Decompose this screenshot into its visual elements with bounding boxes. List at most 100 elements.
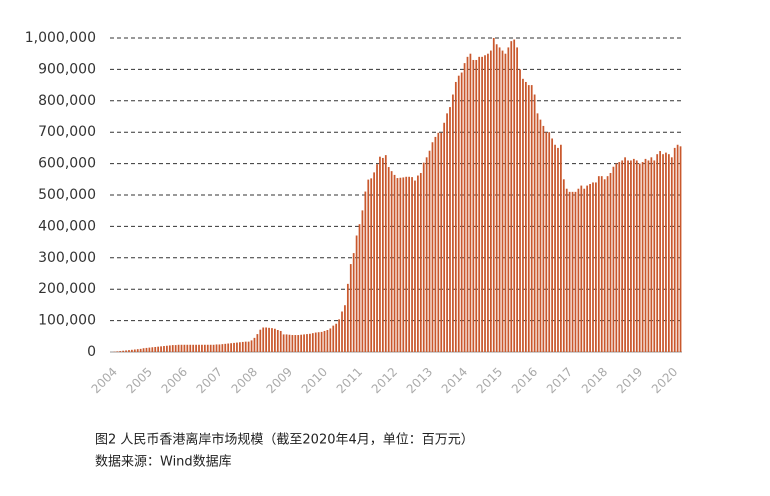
bar (189, 344, 192, 352)
bar (349, 264, 352, 352)
bar (285, 334, 288, 352)
bar (615, 163, 618, 352)
bar (288, 334, 291, 352)
x-tick-label: 2011 (334, 365, 365, 396)
bar (679, 146, 682, 352)
bar (338, 319, 340, 352)
bar (119, 351, 122, 352)
bar (329, 328, 332, 352)
bar (206, 344, 209, 352)
bar (344, 305, 346, 352)
y-tick-label: 300,000 (38, 250, 96, 266)
bar (638, 163, 641, 352)
bar (341, 311, 343, 352)
bar (268, 327, 270, 352)
bar (475, 59, 478, 352)
bar (632, 158, 635, 352)
bar (116, 351, 119, 352)
bar (195, 344, 197, 352)
bar (624, 157, 626, 352)
bar (665, 152, 667, 352)
bar (297, 335, 300, 352)
bar (463, 63, 466, 353)
bar (227, 343, 230, 352)
bar (387, 167, 390, 352)
bar (276, 330, 279, 352)
bar (656, 154, 659, 352)
bar (145, 347, 148, 352)
bar (457, 75, 460, 353)
bar (203, 344, 206, 352)
bar (644, 158, 647, 352)
bar (460, 72, 463, 352)
bar (180, 344, 183, 352)
bar (244, 341, 247, 352)
bar (212, 344, 215, 352)
bar (384, 155, 387, 352)
bar (122, 350, 125, 352)
bar (402, 177, 405, 352)
x-tick-label: 2015 (474, 365, 505, 396)
bar (320, 331, 323, 352)
bar (577, 188, 580, 352)
bar (478, 56, 481, 353)
bar (469, 53, 472, 352)
bar (381, 157, 384, 352)
bar (641, 162, 644, 352)
bar (449, 107, 451, 352)
bar (618, 162, 621, 352)
bar (673, 147, 676, 352)
bar (589, 184, 591, 352)
bar (133, 349, 136, 352)
bar (306, 334, 308, 352)
bar (533, 94, 536, 353)
bar (151, 347, 154, 352)
bar (198, 344, 200, 352)
bar (417, 175, 419, 352)
bar (294, 335, 297, 352)
bar (539, 119, 542, 352)
bar (311, 333, 314, 352)
bar (125, 350, 127, 352)
bar (662, 154, 664, 352)
bar (472, 59, 475, 352)
bar (527, 85, 530, 352)
bar (513, 39, 516, 352)
bar (495, 44, 498, 352)
x-tick-label: 2012 (369, 365, 400, 396)
bar (454, 81, 457, 353)
y-tick-label: 0 (87, 344, 96, 360)
bar (659, 151, 661, 352)
bar (253, 337, 256, 352)
bar (163, 346, 165, 352)
bar (606, 176, 609, 352)
bar (595, 182, 597, 352)
bar (501, 50, 504, 353)
bar (142, 348, 145, 352)
bar (221, 344, 224, 352)
bar (128, 350, 130, 352)
bar (323, 330, 326, 352)
bar (309, 333, 311, 352)
bar (530, 85, 533, 352)
bar (136, 349, 139, 352)
y-tick-label: 800,000 (38, 93, 96, 109)
y-tick-label: 700,000 (38, 124, 96, 140)
bar (352, 253, 355, 352)
bar (230, 343, 232, 352)
bar (630, 160, 632, 352)
bar (510, 41, 513, 352)
bar (247, 341, 250, 352)
bar (422, 162, 425, 352)
bar (376, 164, 378, 352)
bar (224, 343, 227, 352)
bar (507, 47, 510, 353)
y-tick-label: 600,000 (38, 156, 96, 172)
bar (484, 55, 486, 353)
bar (259, 329, 262, 352)
bar (667, 154, 670, 352)
bar (393, 174, 396, 352)
x-tick-label: 2017 (544, 365, 575, 396)
bar (571, 191, 574, 352)
